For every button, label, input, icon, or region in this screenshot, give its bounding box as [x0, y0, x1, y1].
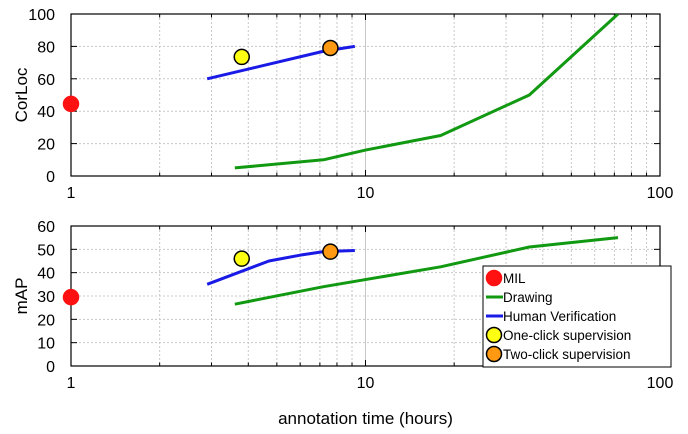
panel-bottom: 1 10 100 0 10 20 30 40 50 60 mAP annotation time (h… [12, 219, 673, 428]
y-tick-label: 40 [37, 266, 55, 283]
y-tick-label: 20 [37, 312, 55, 329]
panel-top: 1 10 100 0 20 40 60 80 100 CorLoc [12, 7, 673, 202]
data-point-one-click-supervision [233, 48, 250, 66]
data-point-two-click-supervision [322, 39, 339, 57]
x-tick-label: 100 [647, 185, 674, 202]
x-tick-label: 10 [357, 185, 375, 202]
data-layer [206, 14, 619, 170]
y-axis-label: mAP [12, 278, 31, 315]
legend-swatch-two-click-supervision [485, 345, 503, 363]
y-tick-label: 0 [46, 169, 55, 186]
y-tick-label: 50 [37, 242, 55, 259]
series-line-drawing [234, 236, 619, 306]
y-tick-label: 60 [37, 72, 55, 89]
y-tick-label: 30 [37, 289, 55, 306]
y-axis-label: CorLoc [12, 67, 31, 122]
legend-label-two-click-supervision: Two-click supervision [503, 347, 631, 362]
y-tick-label: 80 [37, 39, 55, 56]
data-point-two-click-supervision [322, 243, 339, 260]
x-axis-label: annotation time (hours) [278, 409, 453, 428]
y-tick-label: 100 [28, 7, 55, 24]
legend-label-mil: MIL [503, 271, 526, 286]
legend-swatch-one-click-supervision [485, 326, 503, 344]
y-tick-label: 20 [37, 137, 55, 154]
data-point-mil [62, 288, 80, 306]
y-tick-label: 0 [46, 359, 55, 376]
x-tick-label: 1 [67, 185, 76, 202]
legend-swatch-mil [485, 269, 503, 287]
legend-label-one-click-supervision: One-click supervision [503, 328, 631, 343]
data-point-one-click-supervision [233, 250, 250, 267]
y-tick-label: 40 [37, 104, 55, 121]
legend-box [482, 265, 672, 368]
x-tick-label: 100 [647, 375, 674, 392]
series-line-drawing [234, 14, 619, 170]
data-point-mil [62, 95, 80, 113]
y-tick-label: 10 [37, 336, 55, 353]
series-line-human-verification [206, 44, 356, 81]
x-tick-label: 10 [357, 375, 375, 392]
legend: MIL Drawing Human Verification One-click su… [482, 265, 672, 368]
legend-label-human-verification: Human Verification [503, 309, 616, 324]
y-tick-label: 60 [37, 219, 55, 236]
legend-label-drawing: Drawing [503, 290, 553, 305]
x-tick-label: 1 [67, 375, 76, 392]
